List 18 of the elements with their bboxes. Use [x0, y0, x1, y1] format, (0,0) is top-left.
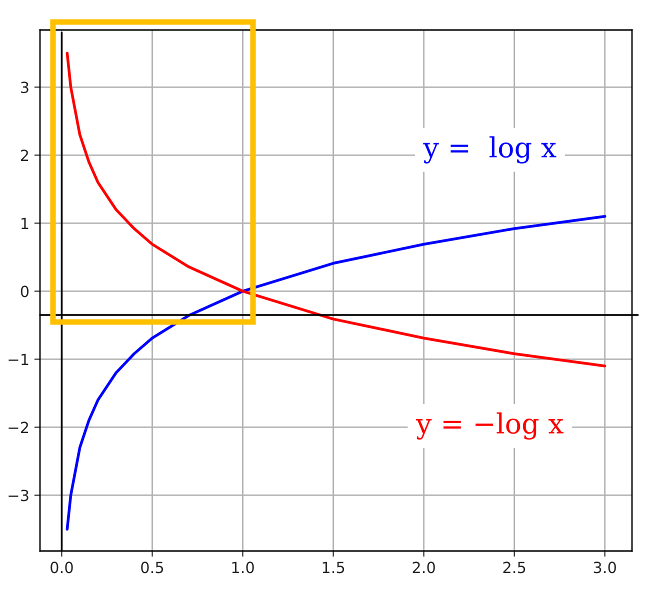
x-tick-label: 0.5 [141, 562, 164, 574]
line-series [66, 214, 606, 531]
x-tick-label: 2.5 [503, 562, 526, 574]
x-tick-label: 3.0 [594, 562, 616, 574]
y-tick-label: −3 [8, 490, 28, 502]
x-tick-label: 1.5 [322, 562, 344, 574]
x-tick-label: 0.0 [50, 562, 73, 574]
line-series [66, 52, 606, 368]
y-tick-label: 3 [21, 82, 28, 94]
x-tick-label: 2.0 [412, 562, 435, 574]
y-tick-label: 2 [20, 150, 28, 161]
text: y = log x [423, 136, 556, 164]
y-tick-label: 1 [22, 218, 28, 229]
series-label: y = −log x [416, 412, 564, 440]
y-tick-label: −2 [8, 422, 28, 434]
y-tick-label: 0 [20, 286, 29, 298]
y-tick-label: −1 [8, 354, 28, 365]
x-tick-label: 1.0 [232, 562, 254, 574]
